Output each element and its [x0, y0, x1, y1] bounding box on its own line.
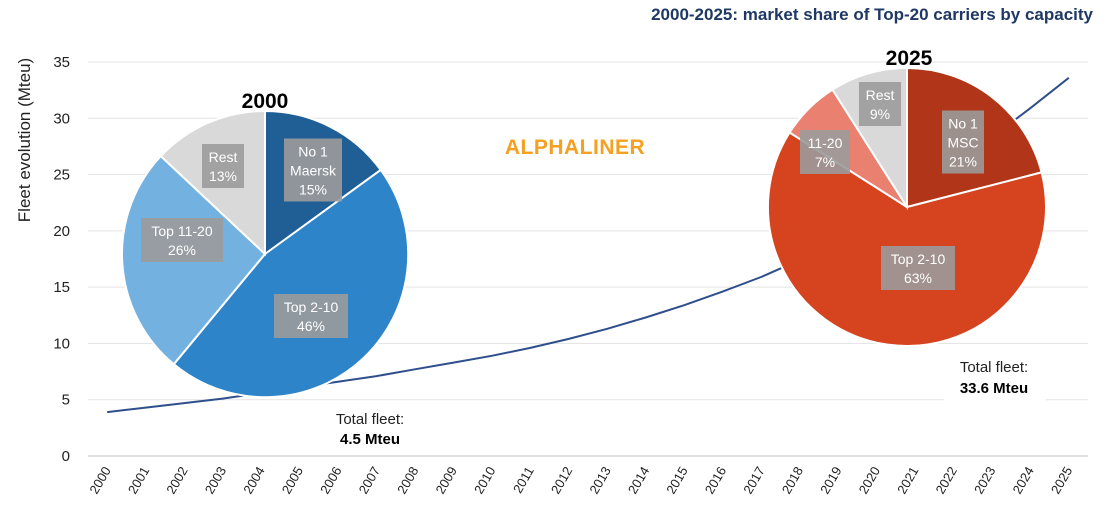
x-tick-label: 2021 [894, 464, 921, 497]
slice-label-box [800, 130, 850, 174]
chart-title: 2000-2025: market share of Top-20 carrie… [651, 5, 1093, 24]
slice-label: 63% [904, 270, 932, 286]
slice-label: Rest [209, 149, 238, 165]
slice-label: Maersk [290, 163, 337, 179]
x-tick-label: 2023 [971, 464, 998, 497]
y-axis-ticks: 0 5 10 15 20 25 30 35 [53, 54, 70, 465]
pie-2025-total-box [944, 352, 1046, 402]
y-tick-label: 10 [53, 335, 70, 352]
slice-label-box [274, 294, 348, 338]
x-tick-label: 2025 [1048, 464, 1075, 497]
y-tick-label: 0 [62, 448, 70, 465]
slice-label: 21% [949, 154, 977, 170]
x-tick-label: 2009 [433, 464, 460, 497]
slice-label: 15% [299, 182, 327, 198]
x-tick-label: 2000 [86, 464, 113, 497]
y-tick-label: 15 [53, 279, 70, 296]
x-tick-label: 2014 [625, 464, 652, 497]
slice-label-box [202, 144, 244, 188]
slice-label: 26% [168, 242, 196, 258]
slice-label-box [859, 82, 901, 126]
slice-label: 13% [209, 168, 237, 184]
x-tick-label: 2017 [740, 464, 767, 497]
slice-label: Top 2-10 [284, 299, 339, 315]
y-tick-label: 25 [53, 167, 70, 184]
x-tick-label: 2019 [817, 464, 844, 497]
slice-label: 46% [297, 318, 325, 334]
x-tick-label: 2007 [356, 464, 383, 497]
x-tick-label: 2024 [1009, 464, 1036, 497]
x-tick-label: 2008 [394, 464, 421, 497]
x-tick-label: 2002 [163, 464, 190, 497]
y-tick-label: 30 [53, 110, 70, 127]
slice-label: 11-20 [808, 135, 843, 151]
x-tick-label: 2012 [548, 464, 575, 497]
slice-label: Top 2-10 [891, 251, 946, 267]
slice-label-box [881, 246, 955, 290]
x-tick-label: 2006 [317, 464, 344, 497]
x-tick-label: 2015 [663, 464, 690, 497]
pie-2025-total-label: Total fleet: [960, 359, 1028, 376]
pie-2000-total-box [318, 404, 418, 452]
pie-slice [766, 131, 1047, 347]
x-tick-label: 2011 [510, 464, 537, 496]
x-axis-ticks: 2000 2001 2002 2003 2004 2005 2006 2007 2008 2009… [86, 464, 1075, 497]
y-axis-label: Fleet evolution (Mteu) [15, 58, 34, 222]
pie-slice [172, 168, 410, 399]
slice-label: Top 11-20 [151, 223, 212, 239]
slice-label: No 1 [298, 144, 328, 160]
slice-label-box [284, 138, 342, 202]
pie-2025-total-value: 33.6 Mteu [960, 380, 1028, 397]
x-tick-label: 2010 [471, 464, 498, 497]
y-tick-label: 20 [53, 223, 70, 240]
x-tick-label: 2005 [279, 464, 306, 497]
slice-label: 9% [870, 106, 890, 122]
slice-label-box [942, 110, 984, 174]
x-tick-label: 2018 [779, 464, 806, 497]
x-tick-label: 2003 [202, 464, 229, 497]
pie-2025-title: 2025 [886, 47, 933, 70]
pie-2000-title: 2000 [242, 90, 289, 113]
x-tick-label: 2020 [856, 464, 883, 497]
y-tick-label: 5 [62, 392, 70, 409]
pie-2000-total-label: Total fleet: [336, 411, 404, 428]
slice-label-box [141, 218, 223, 262]
x-tick-label: 2001 [125, 464, 152, 497]
slice-label: No 1 [948, 116, 978, 132]
x-tick-label: 2013 [586, 464, 613, 497]
pie-2000: No 1 Maersk 15% Top 2-10 46% Top 11-20 26% Rest… [120, 109, 410, 399]
x-tick-label: 2016 [702, 464, 729, 497]
slice-label: MSC [947, 135, 978, 151]
slice-label: Rest [866, 87, 895, 103]
brand-watermark: ALPHALINER [505, 136, 645, 159]
slice-label: 7% [815, 154, 835, 170]
y-tick-label: 35 [53, 54, 70, 71]
pie-2000-total-value: 4.5 Mteu [340, 431, 400, 448]
x-tick-label: 2022 [933, 464, 960, 497]
pie-2025: No 1 MSC 21% Top 2-10 63% 11-20 7% Rest 9% [766, 66, 1047, 347]
x-tick-label: 2004 [240, 464, 267, 497]
